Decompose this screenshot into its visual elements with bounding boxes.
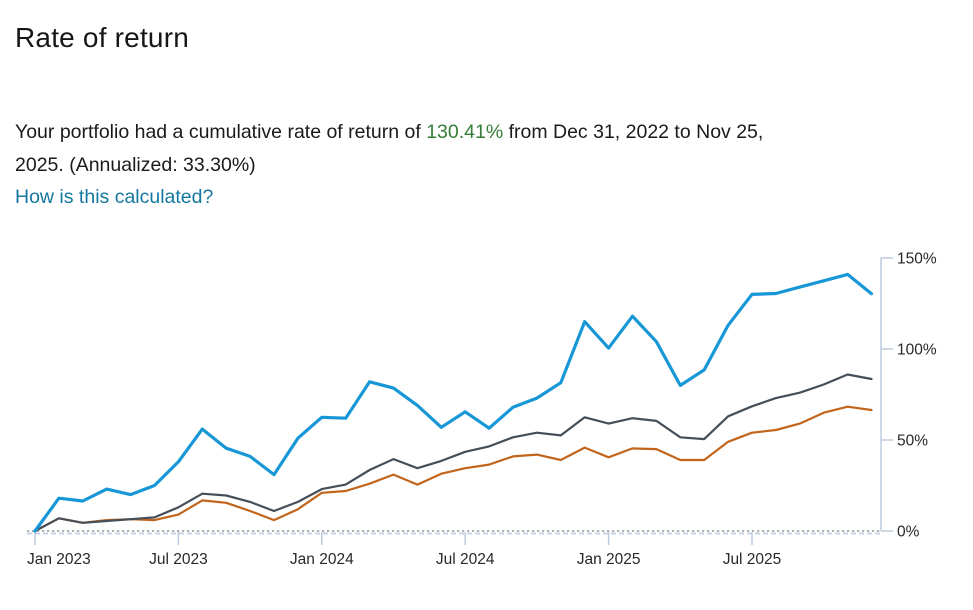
summary-tail: 2025. (Annualized: 33.30%) bbox=[15, 153, 256, 176]
y-axis-label: 150% bbox=[897, 251, 937, 268]
x-axis-label: Jul 2025 bbox=[723, 551, 782, 568]
y-axis-label: 100% bbox=[897, 342, 937, 359]
benchmark-gray-line bbox=[33, 373, 873, 533]
y-axis-label: 0% bbox=[897, 524, 920, 541]
x-axis-label: Jan 2023 bbox=[27, 551, 91, 568]
benchmark-orange-line bbox=[33, 405, 873, 533]
summary-middle: from Dec 31, 2022 to Nov 25, bbox=[503, 120, 764, 143]
y-axis-label: 50% bbox=[897, 433, 928, 450]
x-axis-label: Jan 2024 bbox=[290, 551, 354, 568]
how-calculated-link[interactable]: How is this calculated? bbox=[15, 186, 214, 208]
chart-container: 0% 50% 100% 150% Jan 2023 Jul 2023 Jan 2024 Jul… bbox=[0, 245, 973, 605]
x-axis-label: Jul 2023 bbox=[149, 551, 208, 568]
page-title: Rate of return bbox=[15, 22, 189, 53]
summary-text: Your portfolio had a cumulative rate of … bbox=[15, 116, 965, 182]
summary-prefix: Your portfolio had a cumulative rate of … bbox=[15, 120, 427, 143]
rate-of-return-chart[interactable]: 0% 50% 100% 150% Jan 2023 Jul 2023 Jan 2024 Jul… bbox=[0, 245, 973, 605]
x-axis-label: Jan 2025 bbox=[577, 551, 641, 568]
cumulative-return-value: 130.41% bbox=[426, 120, 504, 143]
portfolio-blue-line bbox=[33, 272, 874, 533]
x-axis-label: Jul 2024 bbox=[436, 551, 495, 568]
